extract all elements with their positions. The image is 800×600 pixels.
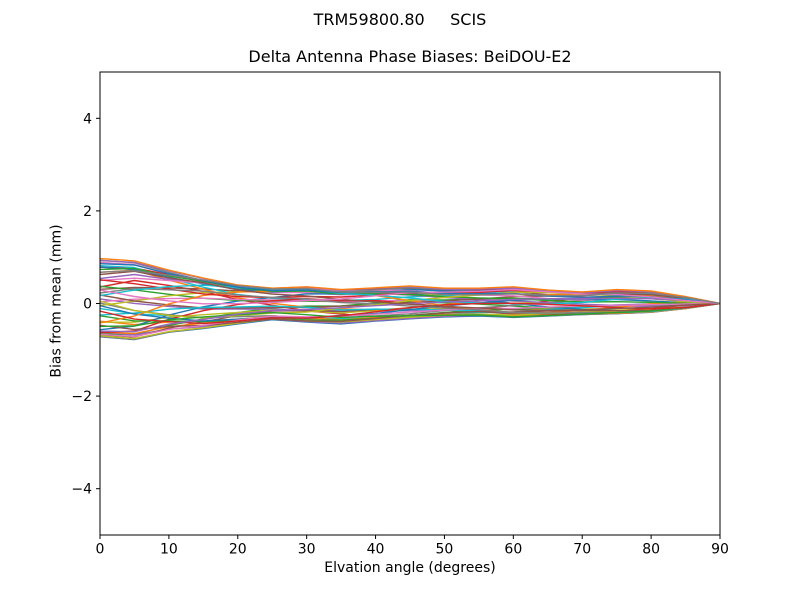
y-tick-label: −4 xyxy=(71,482,92,498)
bias-line-series xyxy=(100,257,720,305)
bias-line-series xyxy=(100,284,720,305)
x-tick-label: 10 xyxy=(160,542,178,558)
y-tick-label: −2 xyxy=(71,389,92,405)
x-tick-label: 20 xyxy=(229,542,247,558)
y-tick-label: 4 xyxy=(83,111,92,127)
figure-title: TRM59800.80 SCIS xyxy=(313,10,487,29)
x-tick-label: 0 xyxy=(96,542,105,558)
x-tick-label: 90 xyxy=(711,542,729,558)
bias-line-series xyxy=(100,270,720,311)
x-tick-label: 60 xyxy=(504,542,522,558)
x-tick-label: 30 xyxy=(298,542,316,558)
y-tick-label: 0 xyxy=(83,297,92,313)
line-series-group xyxy=(100,257,720,341)
bias-line-series xyxy=(100,302,720,325)
bias-line-series xyxy=(100,270,720,305)
x-tick-label: 50 xyxy=(436,542,454,558)
x-tick-label: 70 xyxy=(573,542,591,558)
chart-title: Delta Antenna Phase Biases: BeiDOU-E2 xyxy=(248,47,572,66)
bias-line-series xyxy=(100,302,720,338)
bias-line-series xyxy=(100,302,720,328)
y-tick-label: 2 xyxy=(83,204,92,220)
x-tick-label: 80 xyxy=(642,542,660,558)
x-tick-label: 40 xyxy=(367,542,385,558)
x-axis-label: Elvation angle (degrees) xyxy=(324,560,496,576)
